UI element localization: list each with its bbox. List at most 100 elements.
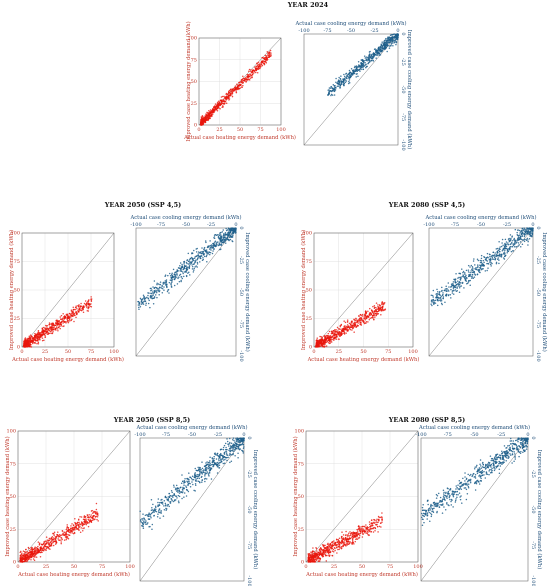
heating-data-point xyxy=(41,334,44,336)
cooling-data-point xyxy=(479,261,482,264)
heating-data-point xyxy=(315,340,317,342)
heating-data-point xyxy=(72,306,74,308)
heating-data-point xyxy=(207,117,210,120)
heating-data-point xyxy=(52,331,54,333)
y-tick-label: -75 xyxy=(238,320,244,328)
cooling-data-point xyxy=(523,238,526,241)
heating-data-point xyxy=(91,517,94,520)
cooling-data-point xyxy=(144,521,147,524)
heating-data-point xyxy=(373,310,376,312)
cooling-data-point xyxy=(511,240,513,242)
cooling-data-point xyxy=(201,255,203,257)
cooling-data-point xyxy=(196,257,199,260)
heating-data-point xyxy=(28,341,31,344)
cooling-data-point xyxy=(454,289,457,291)
cooling-data-point xyxy=(380,48,382,51)
y-tick-label: -75 xyxy=(535,320,541,328)
heating-data-point xyxy=(323,346,326,348)
group-title-2080-ssp45: YEAR 2080 (SSP 4,5) xyxy=(388,201,466,209)
cooling-data-point xyxy=(337,83,340,86)
heating-data-point xyxy=(209,114,211,116)
cooling-data-point xyxy=(189,486,192,488)
heating-data-point xyxy=(254,66,256,68)
cooling-data-point xyxy=(457,277,459,279)
cooling-data-point xyxy=(211,457,214,459)
heating-data-point xyxy=(255,66,257,68)
cooling-data-point xyxy=(210,249,212,251)
cooling-data-point xyxy=(194,266,196,268)
cooling-data-point xyxy=(445,285,447,287)
cooling-data-point xyxy=(229,453,232,456)
cooling-data-point xyxy=(144,300,147,302)
heating-data-point xyxy=(256,64,259,66)
heating-data-point xyxy=(32,341,34,343)
cooling-data-point xyxy=(187,263,190,265)
cooling-data-point xyxy=(141,298,144,300)
cooling-data-point xyxy=(520,231,522,233)
heating-data-point xyxy=(93,511,95,514)
cooling-data-point xyxy=(158,294,160,296)
cooling-data-point xyxy=(173,276,176,278)
cooling-data-point xyxy=(465,276,468,279)
cooling-data-point xyxy=(512,244,515,247)
heating-data-point xyxy=(351,320,353,322)
heating-data-point xyxy=(34,332,36,335)
heating-data-point xyxy=(349,326,352,328)
cooling-data-point xyxy=(377,51,380,53)
heating-data-point xyxy=(74,314,76,317)
heating-data-point xyxy=(45,542,48,545)
cooling-data-point xyxy=(191,257,194,260)
y-axis-label: Improved case heating energy demand (kWh… xyxy=(4,436,11,556)
diagonal-reference-line xyxy=(135,227,237,357)
heating-data-point xyxy=(343,332,345,335)
cooling-data-point xyxy=(517,242,520,244)
cooling-data-point xyxy=(205,241,207,244)
heating-data-point xyxy=(89,516,91,519)
heating-data-point xyxy=(383,302,385,304)
cooling-data-point xyxy=(364,57,367,59)
heating-data-point xyxy=(319,335,321,338)
cooling-data-point xyxy=(508,248,510,250)
cooling-data-point xyxy=(507,243,510,246)
cooling-data-point xyxy=(189,263,191,265)
heating-data-point xyxy=(63,539,66,541)
cooling-data-point xyxy=(457,285,460,287)
cooling-data-point xyxy=(361,63,364,65)
cooling-data-point xyxy=(169,502,172,504)
cooling-data-point xyxy=(187,260,190,263)
heating-data-point xyxy=(40,335,43,337)
cooling-data-point xyxy=(213,453,216,455)
y-tick-label: -50 xyxy=(400,85,406,93)
heating-data-point xyxy=(46,539,49,541)
cooling-data-point xyxy=(331,87,334,89)
cooling-data-point xyxy=(187,266,189,268)
heating-data-point xyxy=(26,560,28,563)
heating-data-point xyxy=(70,525,72,527)
cooling-data-point xyxy=(173,284,176,287)
heating-data-point xyxy=(205,113,207,115)
heating-data-point xyxy=(59,325,61,327)
cooling-data-point xyxy=(205,469,208,471)
heating-data-point xyxy=(333,332,335,334)
heating-data-point xyxy=(59,535,62,537)
heating-data-point xyxy=(50,542,53,545)
heating-data-point xyxy=(74,517,76,520)
cooling-data-point xyxy=(385,37,387,40)
heating-data-point xyxy=(29,345,31,347)
heating-data-point xyxy=(372,314,374,317)
cooling-data-point xyxy=(505,245,508,247)
heating-data-point xyxy=(61,320,64,323)
cooling-data-point xyxy=(226,440,229,443)
cooling-data-point xyxy=(226,236,229,239)
cooling-data-point xyxy=(435,293,437,295)
heating-data-point xyxy=(23,556,25,558)
heating-data-point xyxy=(373,304,376,307)
cooling-data-point xyxy=(148,513,150,515)
heating-data-point xyxy=(229,94,232,97)
heating-data-point xyxy=(374,312,377,315)
cooling-data-point xyxy=(153,280,156,282)
heating-data-point xyxy=(68,318,71,321)
cooling-data-point xyxy=(201,461,203,463)
cooling-data-point xyxy=(328,87,331,89)
